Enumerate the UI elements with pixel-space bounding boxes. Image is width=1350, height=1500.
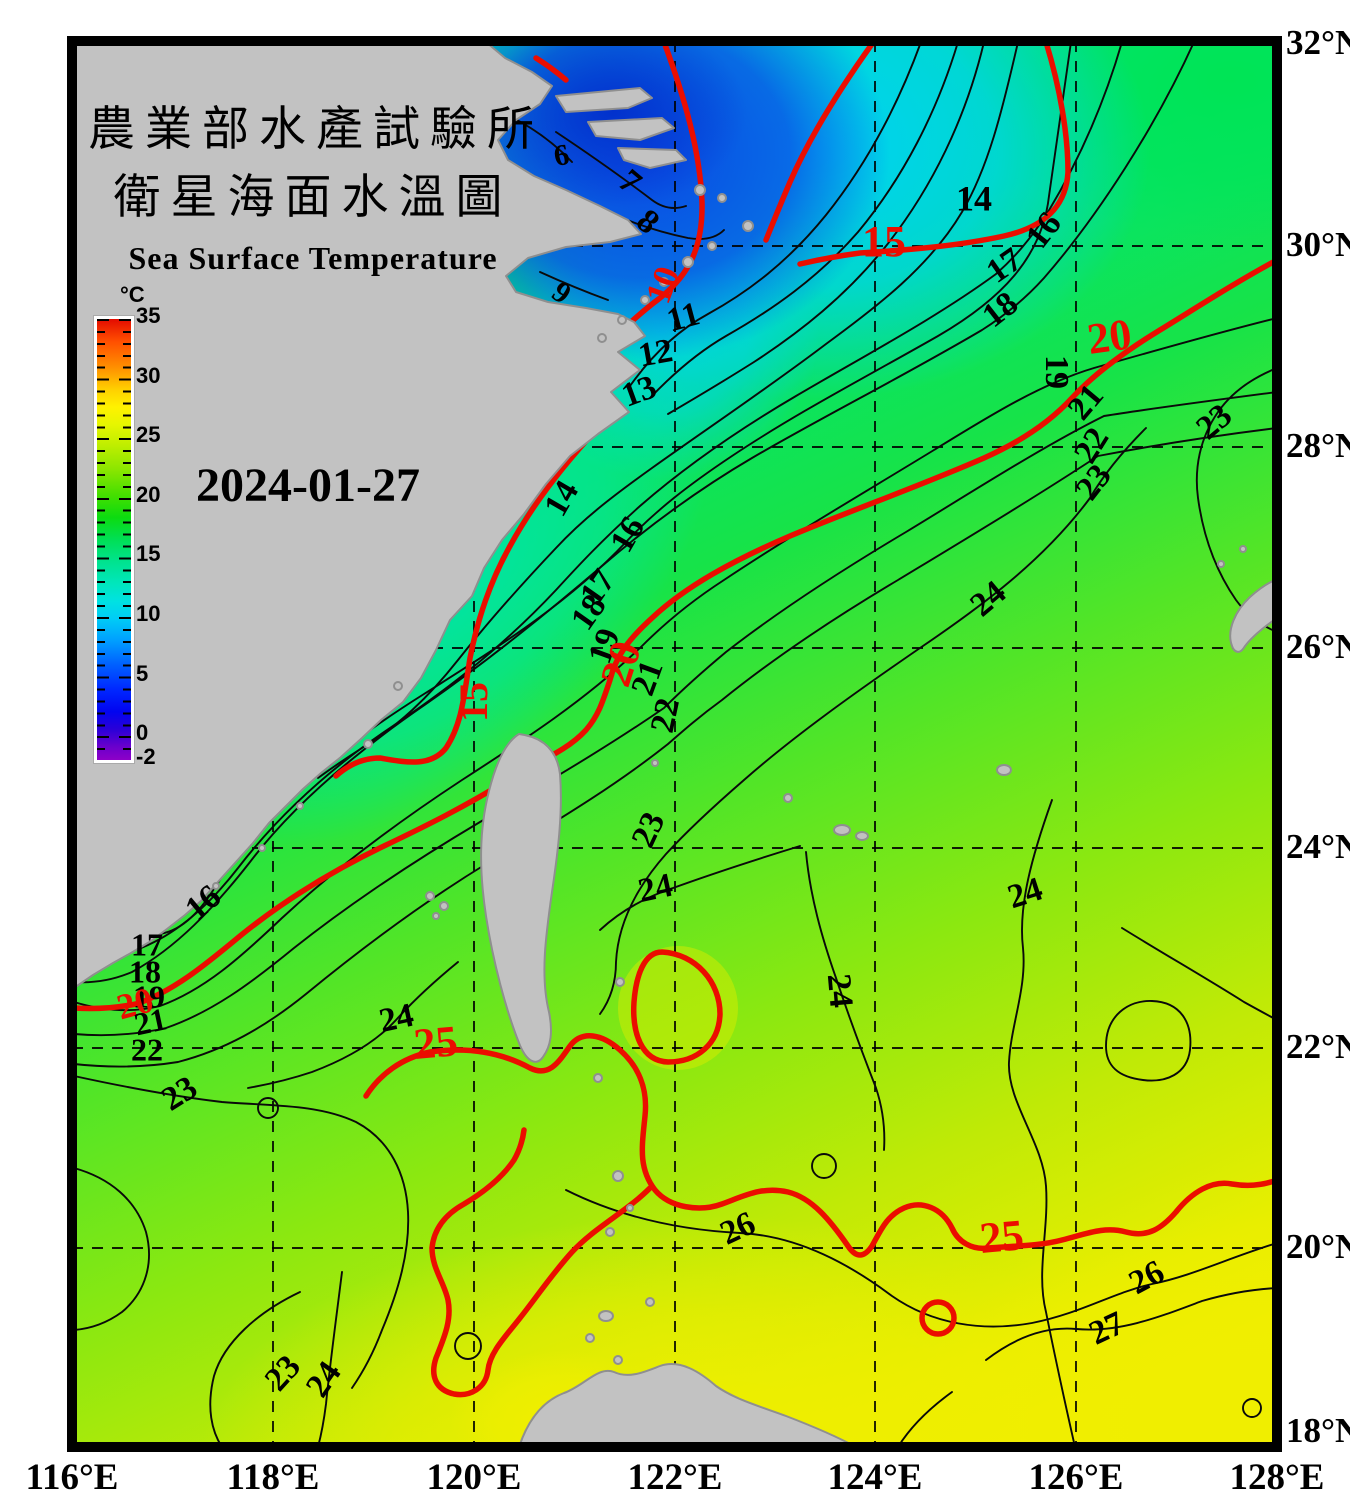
isotherm-label-12: 12 [636, 332, 676, 374]
isotherm-label-17: 17 [131, 926, 163, 962]
lon-axis-label: 116°E [25, 1457, 119, 1498]
isotherm-label-14: 14 [956, 178, 992, 218]
colorbar-unit-label: °C [120, 282, 145, 307]
isotherm-label-19: 19 [133, 978, 165, 1014]
isotherm-label-6: 6 [551, 138, 572, 173]
colorbar-tick-label: 30 [136, 362, 161, 388]
colorbar-tick-label: 0 [136, 720, 149, 746]
lat-axis-label: 20°N [1286, 1227, 1350, 1266]
isotherm-25-loop [630, 949, 723, 1065]
lat-axis-label: 28°N [1286, 426, 1350, 465]
title-en: Sea Surface Temperature [128, 240, 498, 277]
okinawa-island [1229, 578, 1277, 653]
isotherm-lines-red [72, 41, 1277, 1398]
isotherm-15-coast [333, 425, 601, 779]
colorbar-tick-label: 35 [136, 303, 161, 328]
isotherm-25-main [363, 1033, 1277, 1258]
coastal-islands [212, 681, 449, 920]
colorbar-tick-label: 5 [136, 660, 149, 686]
philippine-islands [585, 977, 655, 1365]
colorbar-tick-label: 10 [136, 600, 161, 626]
isotherm-label-22: 22 [131, 1031, 163, 1067]
lat-axis-label: 30°N [1286, 225, 1350, 264]
isotherm-25-ring [919, 1299, 957, 1337]
taiwan-island [480, 733, 562, 1063]
isotherm-10-stub [533, 55, 569, 83]
lat-axis-label: 24°N [1286, 827, 1350, 866]
isotherm-label-21: 21 [131, 1000, 170, 1042]
title-zh-line2: 衛星海面水溫圖 [113, 170, 513, 226]
isotherm-lines-black [73, 41, 1277, 1447]
isotherm-label-18: 18 [129, 953, 161, 989]
ryukyu-islands [651, 545, 1247, 841]
isotherm-10-branch [763, 41, 875, 243]
colorbar-major-ticks-left [97, 319, 109, 760]
isotherm-label-25: 25 [412, 1016, 460, 1069]
isotherm-10 [607, 41, 705, 345]
isotherm-25-meander [429, 1127, 653, 1398]
isotherm-label-20: 20 [1084, 309, 1134, 364]
isotherm-label-24: 24 [820, 972, 860, 1009]
title-zh-line1: 農業部水產試驗所 [88, 102, 544, 157]
isotherm-label-19: 19 [1038, 355, 1075, 389]
map-frame [67, 36, 1282, 1452]
colorbar-tick-label: 25 [136, 422, 161, 448]
lon-axis-label: 126°E [1028, 1457, 1124, 1498]
title-block: 農業部水產試驗所 衛星海面水溫圖 Sea Surface Temperature [88, 96, 538, 277]
lon-axis-label: 122°E [627, 1457, 723, 1498]
isotherm-label-25: 25 [978, 1210, 1026, 1263]
isotherm-20 [72, 257, 1277, 1012]
land [72, 41, 1277, 1447]
colorbar-tick-label: 15 [136, 541, 161, 567]
isotherm-label-22: 22 [644, 695, 687, 736]
isotherm-label-15: 15 [862, 217, 906, 266]
land-china [72, 41, 646, 989]
lat-axis-label: 32°N [1286, 23, 1350, 62]
lon-axis-label: 124°E [827, 1457, 923, 1498]
isotherm-label-24: 24 [635, 867, 676, 910]
lon-axis-label: 118°E [226, 1457, 320, 1498]
lon-axis-label: 120°E [426, 1457, 522, 1498]
colorbar [93, 315, 135, 764]
map-date: 2024-01-27 [196, 459, 420, 512]
isotherm-15-north [797, 41, 1071, 267]
colorbar-tick-label: 20 [136, 481, 161, 507]
lat-axis-label: 26°N [1286, 627, 1350, 666]
luzon-island [518, 1363, 857, 1447]
lat-axis-label: 22°N [1286, 1027, 1350, 1066]
lon-axis-label: 128°E [1229, 1457, 1325, 1498]
colorbar-major-ticks-right [119, 319, 131, 760]
isotherm-label-15: 15 [451, 682, 496, 722]
estuary-islands [555, 87, 754, 343]
isotherm-label-24: 24 [376, 997, 417, 1040]
lat-axis-label: 18°N [1286, 1411, 1350, 1450]
colorbar-tick-label: -2 [136, 744, 156, 769]
